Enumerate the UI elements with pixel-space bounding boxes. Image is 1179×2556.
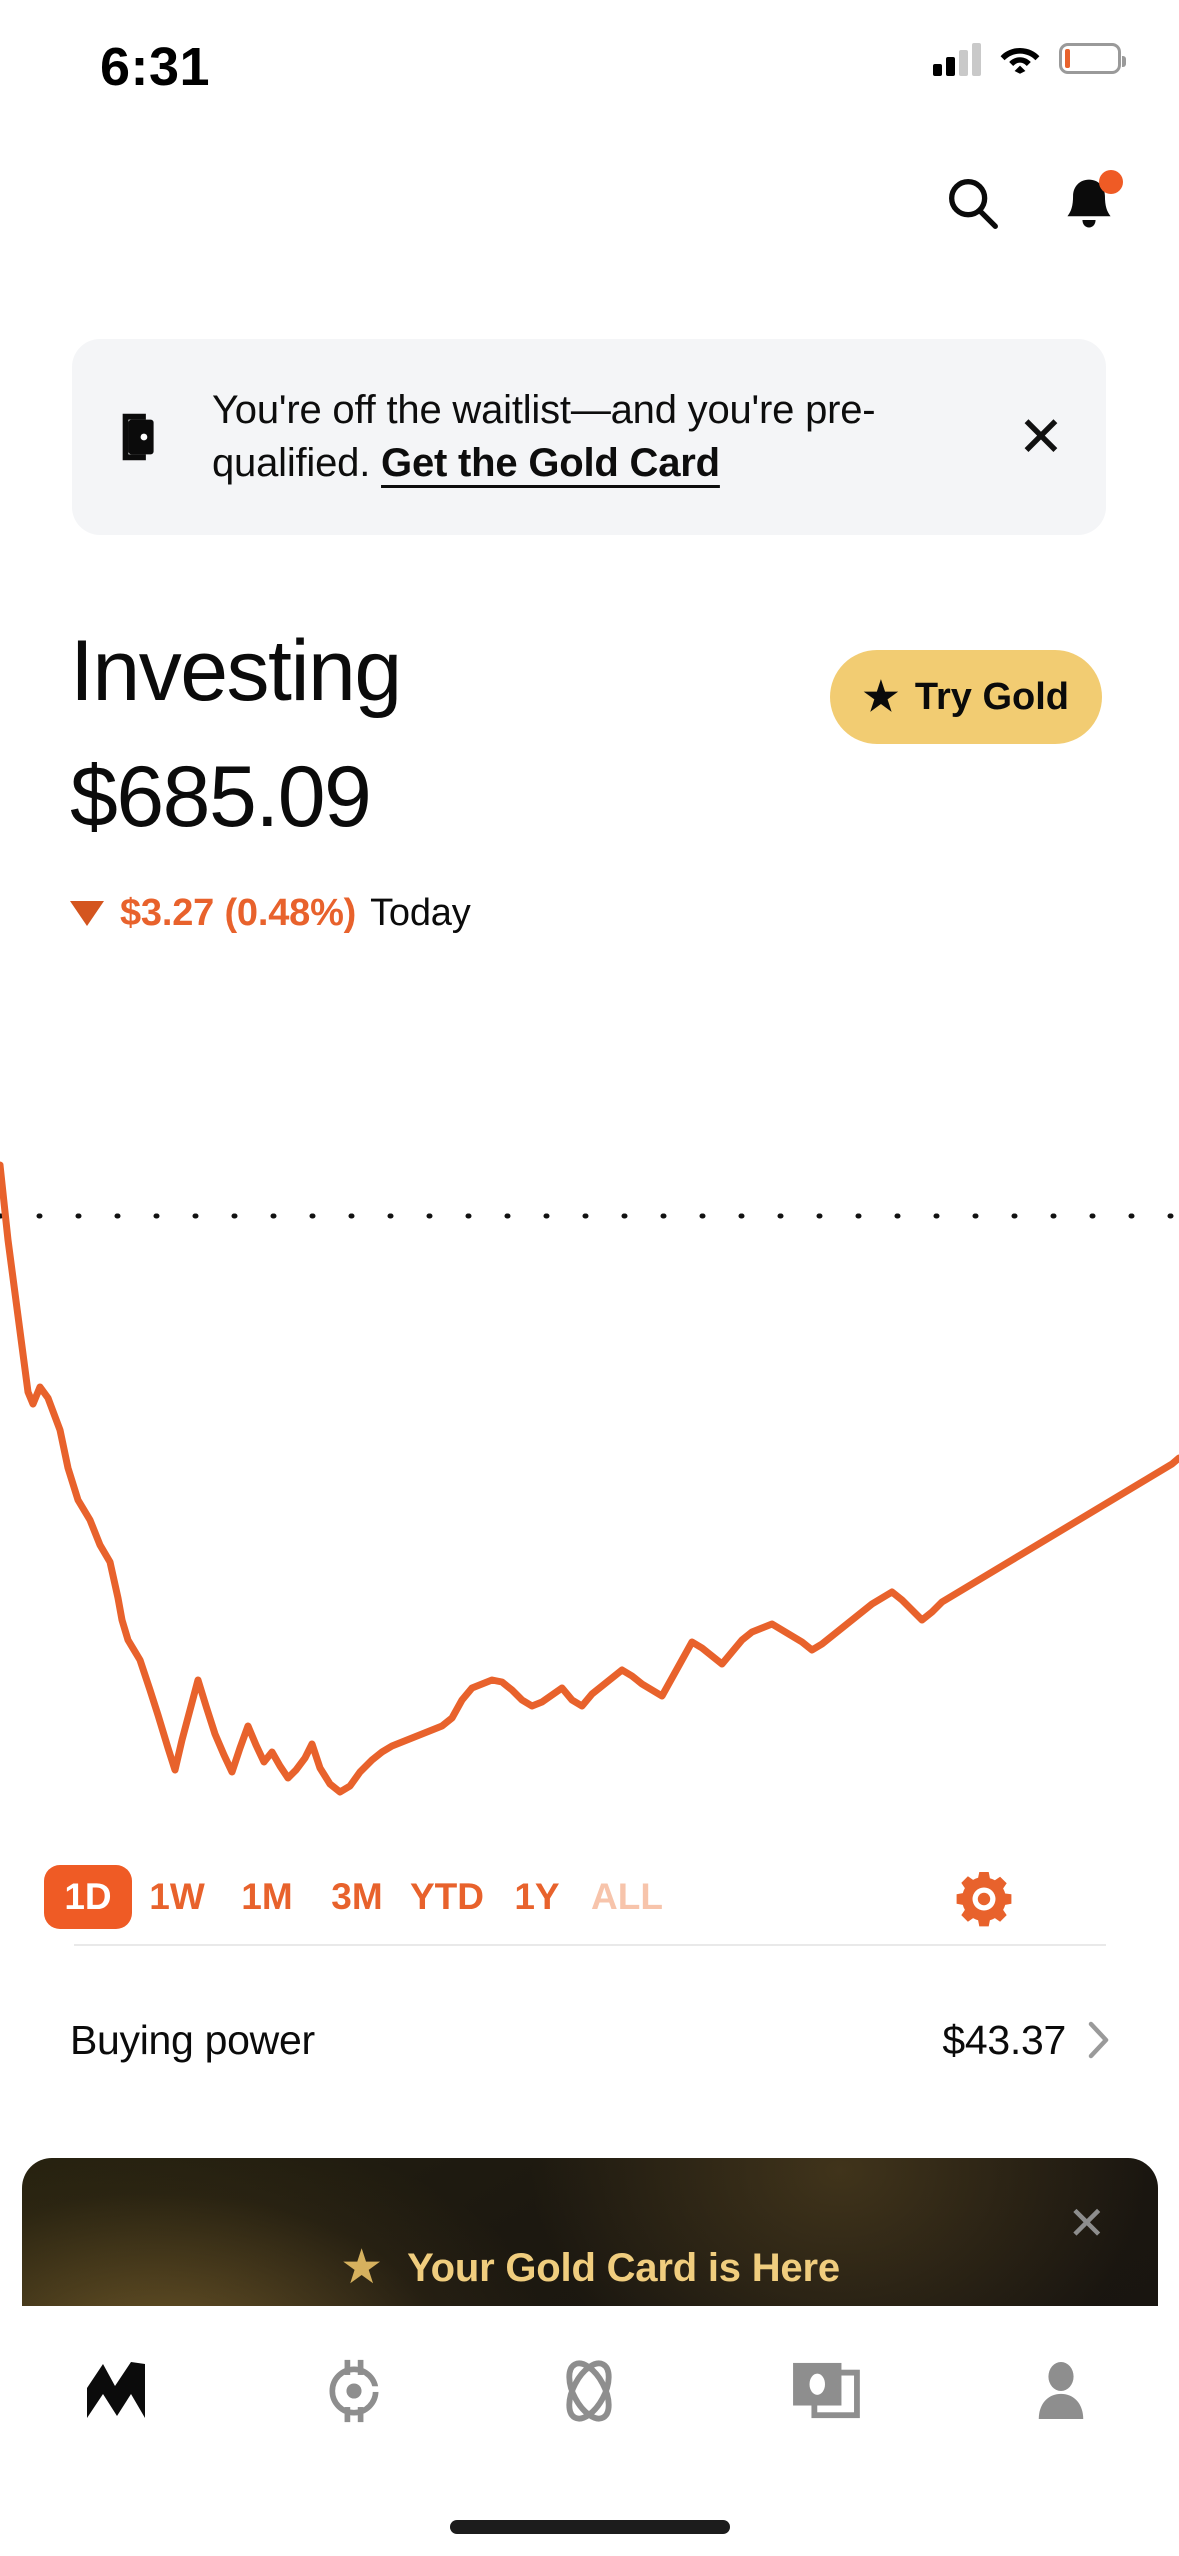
notifications-button[interactable]	[1057, 170, 1123, 236]
tab-investing[interactable]	[0, 2336, 236, 2446]
buying-power-value-group: $43.37	[942, 2017, 1110, 2064]
status-bar: 6:31	[0, 0, 1179, 135]
range-option-1m[interactable]: 1M	[241, 1876, 293, 1917]
notification-badge	[1099, 170, 1123, 194]
search-button[interactable]	[941, 172, 1005, 236]
portfolio-balance: $685.09	[70, 749, 372, 845]
range-selector: 1D 1W 1M 3M YTD 1Y ALL	[44, 1858, 1134, 1936]
waitlist-banner[interactable]: You're off the waitlist—and you're pre-q…	[72, 339, 1106, 535]
cellular-signal-icon	[933, 40, 981, 76]
status-bar-time: 6:31	[100, 37, 211, 97]
chart-settings-button[interactable]	[955, 1870, 1013, 1928]
bell-icon	[1067, 179, 1111, 228]
portfolio-change: $3.27 (0.48%) Today	[70, 892, 471, 935]
chart-svg	[0, 1161, 1179, 1796]
triangle-down-icon	[70, 901, 104, 926]
header-actions	[941, 170, 1123, 236]
search-icon	[949, 179, 998, 229]
star-icon: ★	[863, 675, 899, 719]
section-divider	[74, 1944, 1106, 1946]
star-icon: ★	[340, 2241, 384, 2294]
change-amount: $3.27 (0.48%)	[120, 892, 357, 934]
tab-profile[interactable]	[943, 2336, 1179, 2446]
wifi-icon	[999, 42, 1041, 74]
buying-power-value: $43.37	[942, 2016, 1066, 2063]
gold-card-promo[interactable]: ★ Your Gold Card is Here ✕	[22, 2158, 1158, 2318]
range-option-all[interactable]: ALL	[591, 1876, 663, 1917]
chart-line	[0, 1161, 1179, 1796]
chart-zigzag-icon	[86, 2362, 145, 2418]
banner-close-button[interactable]: ✕	[1017, 405, 1065, 468]
cash-icon	[793, 2362, 861, 2419]
range-option-1w[interactable]: 1W	[149, 1876, 205, 1917]
tab-money[interactable]	[707, 2336, 943, 2446]
wallet-icon	[72, 406, 212, 468]
banner-message: You're off the waitlist—and you're pre-q…	[212, 384, 976, 490]
page-title: Investing	[70, 623, 402, 719]
gold-card-promo-text: Your Gold Card is Here	[407, 2245, 840, 2290]
range-option-3m[interactable]: 3M	[331, 1876, 383, 1917]
change-period: Today	[370, 892, 471, 934]
battery-low-icon	[1059, 42, 1126, 74]
chevron-right-icon	[1088, 2021, 1109, 2059]
home-indicator	[449, 2520, 730, 2534]
bitcoin-icon	[329, 2359, 382, 2423]
range-option-1y[interactable]: 1Y	[514, 1876, 560, 1917]
bottom-tab-bar	[0, 2306, 1179, 2556]
gold-card-close-button[interactable]: ✕	[1067, 2197, 1106, 2249]
buying-power-row[interactable]: Buying power $43.37	[70, 2000, 1110, 2080]
banner-message-text: You're off the waitlist—and you're pre-q…	[212, 388, 876, 485]
get-gold-card-link[interactable]: Get the Gold Card	[381, 441, 720, 485]
range-option-1d[interactable]: 1D	[44, 1865, 132, 1929]
try-gold-button[interactable]: ★ Try Gold	[830, 650, 1102, 744]
status-bar-indicators	[933, 40, 1126, 76]
tab-bitcoin[interactable]	[236, 2336, 472, 2446]
tab-payments[interactable]	[472, 2336, 708, 2446]
try-gold-label: Try Gold	[914, 675, 1069, 718]
range-option-ytd[interactable]: YTD	[410, 1876, 484, 1917]
atom-swirl-icon	[566, 2360, 613, 2422]
gear-icon	[956, 1872, 1012, 1927]
person-icon	[1038, 2362, 1084, 2420]
gold-card-content: ★ Your Gold Card is Here	[22, 2158, 1158, 2318]
performance-chart[interactable]	[0, 1120, 1179, 1830]
buying-power-label: Buying power	[70, 2016, 315, 2063]
